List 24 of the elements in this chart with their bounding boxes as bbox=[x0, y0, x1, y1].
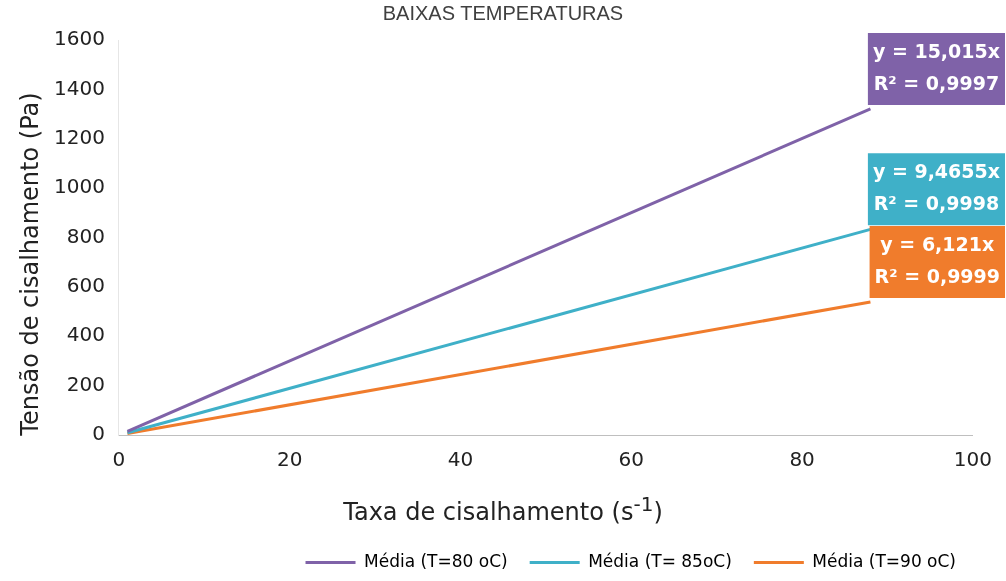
x-tick-label: 60 bbox=[618, 447, 645, 472]
y-tick-label: 1200 bbox=[53, 124, 105, 149]
y-tick-label: 1000 bbox=[53, 174, 105, 199]
y-tick-label: 600 bbox=[66, 273, 105, 298]
legend-label: Média (T= 85oC) bbox=[588, 550, 732, 571]
annotation: y = 9,4655x R² = 0,9998 bbox=[872, 160, 1000, 215]
y-tick-label: 1600 bbox=[53, 26, 105, 51]
y-tick-label: 0 bbox=[92, 421, 105, 446]
y-tick-label: 1400 bbox=[53, 75, 105, 100]
y-tick-label: 800 bbox=[66, 223, 105, 248]
legend-label: Média (T=80 oC) bbox=[364, 550, 508, 571]
annotation: y = 6,121x R² = 0,9999 bbox=[874, 232, 1000, 287]
x-tick-label: 80 bbox=[789, 447, 815, 472]
y-axis-title: Tensão de cisalhamento (Pa) bbox=[16, 91, 44, 438]
x-tick-label: 20 bbox=[276, 447, 303, 472]
x-tick-label: 40 bbox=[447, 447, 474, 472]
chart-title: BAIXAS TEMPERATURAS bbox=[381, 2, 625, 25]
y-tick-label: 400 bbox=[66, 322, 105, 347]
annotation: y = 15,015x R² = 0,9997 bbox=[872, 39, 1000, 94]
legend-label: Média (T=90 oC) bbox=[812, 550, 957, 571]
y-tick-label: 200 bbox=[66, 371, 105, 396]
x-axis-title: Taxa de cisalhamento (s$^{-1}$) bbox=[342, 492, 664, 526]
x-tick-label: 0 bbox=[112, 447, 126, 472]
x-tick-label: 100 bbox=[953, 447, 993, 472]
